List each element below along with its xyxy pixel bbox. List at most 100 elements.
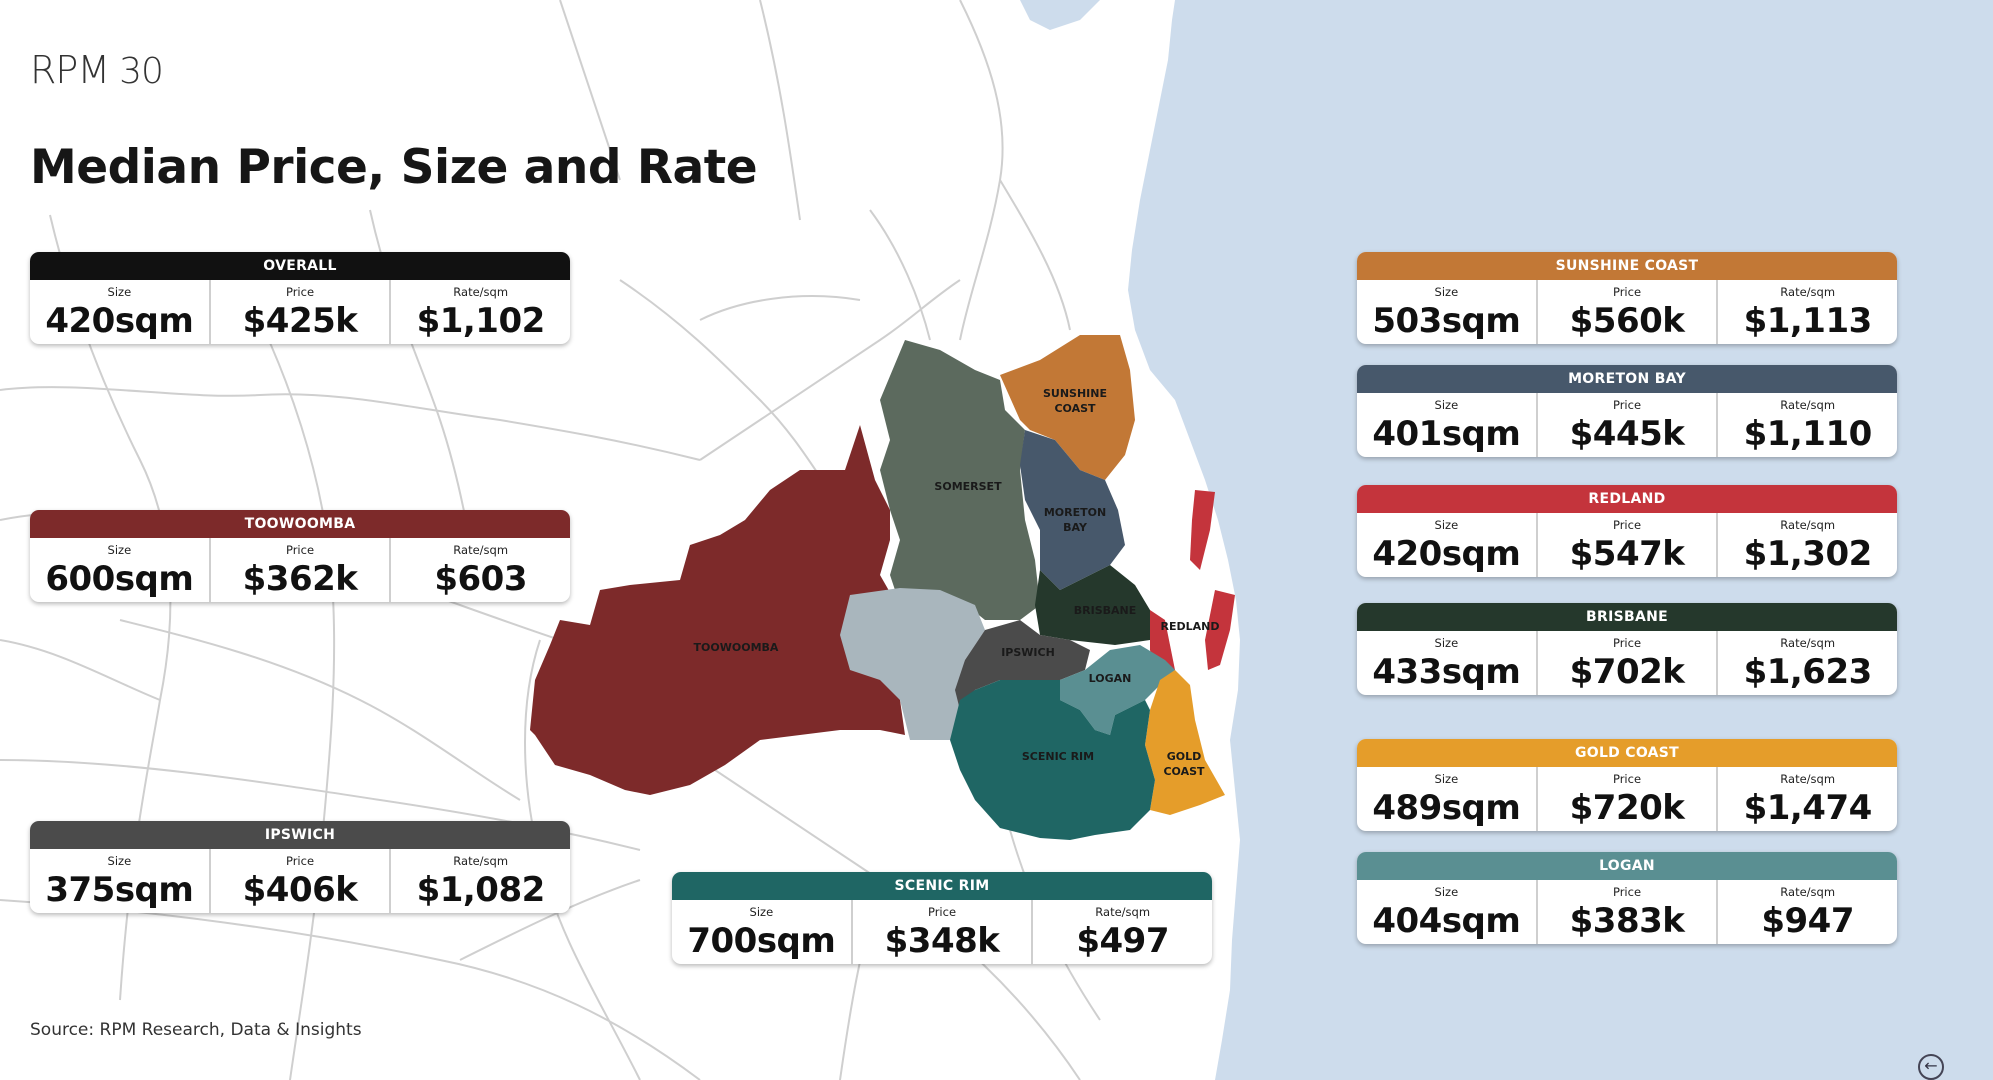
region-lockyer <box>840 588 985 740</box>
price-value: $348k <box>884 921 1000 961</box>
price-value: $406k <box>242 870 358 910</box>
size-cell: Size 503sqm <box>1357 280 1538 344</box>
price-label: Price <box>1612 398 1642 412</box>
source-note: Source: RPM Research, Data & Insights <box>30 1020 362 1040</box>
price-label: Price <box>1612 885 1642 899</box>
rate-label: Rate/sqm <box>1780 518 1836 532</box>
size-label: Size <box>1434 398 1459 412</box>
back-arrow-icon[interactable]: ← <box>1918 1054 1944 1080</box>
size-label: Size <box>107 543 132 557</box>
card-sunshine-coast: SUNSHINE COAST Size 503sqm Price $560k Rat… <box>1357 252 1897 344</box>
price-cell: Price $383k <box>1538 880 1719 944</box>
size-cell: Size 600sqm <box>30 538 211 602</box>
card-toowoomba: TOOWOOMBA Size 600sqm Price $362k Rate/sqm… <box>30 510 570 602</box>
map-label-redland: REDLAND <box>1161 620 1220 633</box>
rate-label: Rate/sqm <box>1095 905 1151 919</box>
card-moreton-bay: MORETON BAY Size 401sqm Price $445k Rate/s… <box>1357 365 1897 457</box>
size-value: 600sqm <box>45 559 194 599</box>
size-cell: Size 404sqm <box>1357 880 1538 944</box>
rate-value: $497 <box>1076 921 1169 961</box>
rate-label: Rate/sqm <box>453 854 509 868</box>
brand-anniversary: 30 <box>119 51 164 92</box>
price-label: Price <box>1612 285 1642 299</box>
card-ipswich: IPSWICH Size 375sqm Price $406k Rate/sqm $1… <box>30 821 570 913</box>
map-label-gold-coast-2: COAST <box>1163 765 1205 778</box>
card-brisbane: BRISBANE Size 433sqm Price $702k Rate/sqm $… <box>1357 603 1897 695</box>
price-value: $425k <box>242 301 358 341</box>
card-redland: REDLAND Size 420sqm Price $547k Rate/sqm $1… <box>1357 485 1897 577</box>
price-value: $702k <box>1569 652 1685 692</box>
rate-cell: Rate/sqm $1,082 <box>391 849 570 913</box>
map-label-ipswich: IPSWICH <box>1001 646 1055 659</box>
ocean-top-inlet <box>1020 0 1100 30</box>
price-cell: Price $406k <box>211 849 392 913</box>
rate-cell: Rate/sqm $1,110 <box>1718 393 1897 457</box>
map-label-sunshine-coast-1: SUNSHINE <box>1043 387 1107 400</box>
price-value: $362k <box>242 559 358 599</box>
region-scenic-rim <box>950 680 1155 840</box>
price-cell: Price $445k <box>1538 393 1719 457</box>
rate-cell: Rate/sqm $1,102 <box>391 280 570 344</box>
size-value: 433sqm <box>1372 652 1521 692</box>
size-value: 503sqm <box>1372 301 1521 341</box>
price-value: $383k <box>1569 901 1685 941</box>
rate-value: $603 <box>434 559 527 599</box>
price-cell: Price $425k <box>211 280 392 344</box>
price-value: $560k <box>1569 301 1685 341</box>
price-label: Price <box>927 905 957 919</box>
region-brisbane <box>1035 565 1150 645</box>
size-label: Size <box>1434 285 1459 299</box>
card-gold-coast: GOLD COAST Size 489sqm Price $720k Rate/sq… <box>1357 739 1897 831</box>
map-label-brisbane: BRISBANE <box>1074 604 1137 617</box>
brand-logo: RPM 30 <box>30 48 164 92</box>
card-header: IPSWICH <box>30 821 570 849</box>
card-logan: LOGAN Size 404sqm Price $383k Rate/sqm $947 <box>1357 852 1897 944</box>
rate-value: $947 <box>1761 901 1854 941</box>
card-header: GOLD COAST <box>1357 739 1897 767</box>
price-label: Price <box>285 854 315 868</box>
rate-label: Rate/sqm <box>1780 398 1836 412</box>
rate-value: $1,110 <box>1743 414 1873 454</box>
card-header: MORETON BAY <box>1357 365 1897 393</box>
size-cell: Size 420sqm <box>1357 513 1538 577</box>
card-header: REDLAND <box>1357 485 1897 513</box>
map-label-somerset: SOMERSET <box>934 480 1002 493</box>
region-gold-coast <box>1145 670 1225 815</box>
price-cell: Price $547k <box>1538 513 1719 577</box>
card-header: OVERALL <box>30 252 570 280</box>
price-label: Price <box>1612 636 1642 650</box>
size-cell: Size 375sqm <box>30 849 211 913</box>
price-value: $445k <box>1569 414 1685 454</box>
rate-cell: Rate/sqm $1,623 <box>1718 631 1897 695</box>
map-label-moreton-bay-1: MORETON <box>1044 506 1106 519</box>
card-header: SUNSHINE COAST <box>1357 252 1897 280</box>
region-logan <box>1060 645 1175 735</box>
card-header: SCENIC RIM <box>672 872 1212 900</box>
size-cell: Size 401sqm <box>1357 393 1538 457</box>
map-labels: SUNSHINE COAST SOMERSET MORETON BAY BRIS… <box>694 387 1220 778</box>
price-label: Price <box>1612 518 1642 532</box>
map-label-logan: LOGAN <box>1089 672 1132 685</box>
rate-cell: Rate/sqm $1,113 <box>1718 280 1897 344</box>
region-toowoomba <box>530 425 905 795</box>
region-ipswich <box>955 620 1090 710</box>
price-value: $720k <box>1569 788 1685 828</box>
price-label: Price <box>285 543 315 557</box>
size-label: Size <box>107 854 132 868</box>
size-label: Size <box>1434 518 1459 532</box>
price-label: Price <box>285 285 315 299</box>
rate-cell: Rate/sqm $603 <box>391 538 570 602</box>
size-cell: Size 489sqm <box>1357 767 1538 831</box>
size-value: 420sqm <box>1372 534 1521 574</box>
region-moreton-bay <box>1020 430 1125 590</box>
size-cell: Size 700sqm <box>672 900 853 964</box>
size-value: 401sqm <box>1372 414 1521 454</box>
size-value: 404sqm <box>1372 901 1521 941</box>
rate-cell: Rate/sqm $497 <box>1033 900 1212 964</box>
region-redland-island-north <box>1190 490 1215 570</box>
rate-label: Rate/sqm <box>453 285 509 299</box>
rate-value: $1,113 <box>1743 301 1873 341</box>
price-cell: Price $702k <box>1538 631 1719 695</box>
size-value: 489sqm <box>1372 788 1521 828</box>
region-somerset <box>880 340 1040 620</box>
